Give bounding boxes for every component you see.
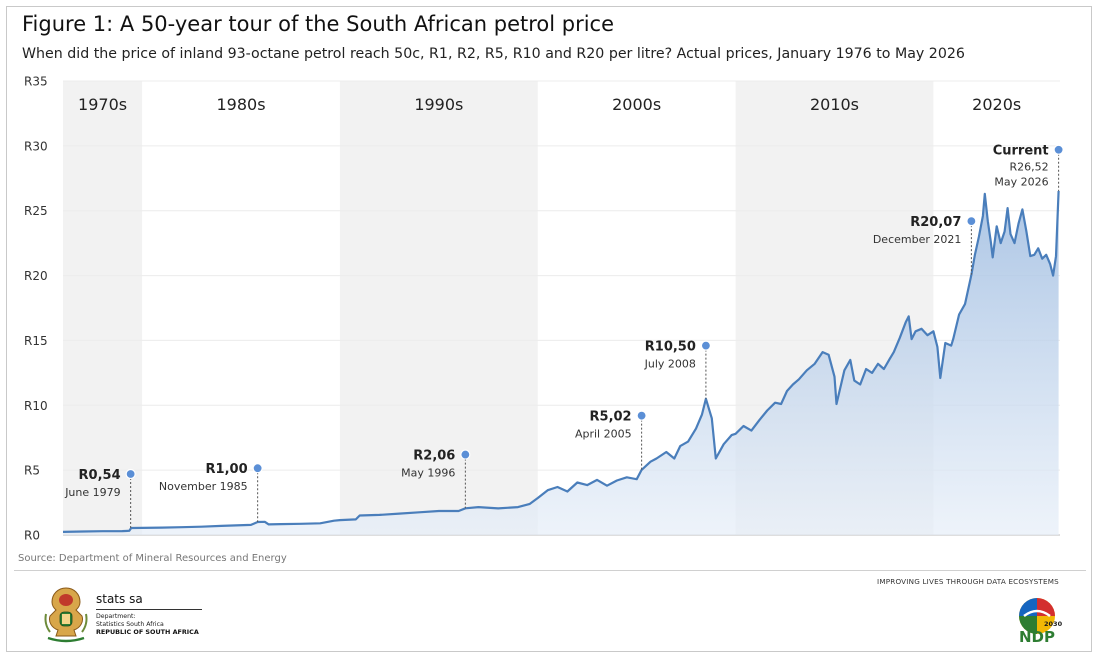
annotation-date: May 1996 bbox=[401, 467, 455, 480]
annotation-price: R26,52 bbox=[1009, 161, 1048, 174]
ndp-text: NDP bbox=[1019, 628, 1055, 644]
annotation-value: R2,06 bbox=[413, 449, 455, 464]
annotation-marker bbox=[1053, 144, 1064, 155]
annotation-date: December 2021 bbox=[873, 233, 962, 246]
annotation-date: April 2005 bbox=[575, 428, 632, 441]
annotation-1: R1,00 November 1985 bbox=[159, 462, 263, 523]
annotation-value: R5,02 bbox=[590, 410, 632, 425]
price-area-fill bbox=[63, 191, 1059, 535]
annotation-marker bbox=[460, 449, 471, 460]
annotation-value: R10,50 bbox=[645, 340, 696, 355]
annotation-marker bbox=[125, 468, 136, 480]
footer-divider bbox=[14, 570, 1086, 571]
brand-divider bbox=[96, 609, 202, 610]
annotation-date: May 2026 bbox=[994, 176, 1048, 189]
annotation-value: R20,07 bbox=[910, 215, 961, 230]
y-tick-label: R30 bbox=[24, 139, 48, 153]
annotation-marker bbox=[636, 410, 647, 421]
brand-dept-line2: Statistics South Africa bbox=[96, 620, 164, 628]
annotation-value: Current bbox=[993, 144, 1049, 159]
annotation-date: November 1985 bbox=[159, 480, 248, 493]
annotation-4: R10,50 July 2008 bbox=[644, 340, 712, 399]
decade-band-1990s bbox=[339, 81, 538, 535]
y-tick-label: R15 bbox=[24, 334, 48, 348]
price-line bbox=[62, 190, 1060, 533]
brand-dept-line1: Department: bbox=[96, 613, 136, 620]
decade-label: 1990s bbox=[414, 95, 463, 114]
annotation-value: R1,00 bbox=[206, 462, 248, 477]
annotation-marker bbox=[700, 340, 712, 351]
annotation-6: Current R26,52 May 2026 bbox=[993, 144, 1064, 191]
decade-label: 1980s bbox=[217, 95, 266, 114]
annotation-2: R2,06 May 1996 bbox=[401, 449, 471, 509]
chart-subtitle: When did the price of inland 93-octane p… bbox=[22, 46, 965, 62]
decade-label: 2000s bbox=[612, 95, 661, 114]
y-tick-label: R5 bbox=[24, 464, 40, 478]
annotation-marker bbox=[252, 463, 263, 474]
ndp-logo-icon: 2030 NDP bbox=[1019, 598, 1063, 644]
annotation-0: R0,54 June 1979 bbox=[64, 468, 136, 528]
coat-of-arms-icon bbox=[44, 587, 88, 643]
annotation-5: R20,07 December 2021 bbox=[873, 215, 977, 275]
annotation-3: R5,02 April 2005 bbox=[575, 410, 647, 470]
y-tick-label: R0 bbox=[24, 529, 40, 543]
annotation-value: R0,54 bbox=[79, 468, 121, 483]
brand-country: REPUBLIC OF SOUTH AFRICA bbox=[96, 628, 199, 636]
y-tick-label: R20 bbox=[24, 269, 48, 283]
y-tick-label: R25 bbox=[24, 204, 48, 218]
brand-name: stats sa bbox=[96, 592, 143, 606]
ndp-year: 2030 bbox=[1044, 620, 1063, 628]
decade-label: 1970s bbox=[78, 95, 127, 114]
decade-label: 2010s bbox=[810, 95, 859, 114]
decade-label: 2020s bbox=[972, 95, 1021, 114]
annotation-marker bbox=[966, 215, 977, 227]
decade-band-1970s bbox=[63, 81, 143, 535]
y-tick-label: R10 bbox=[24, 399, 48, 413]
chart-title: Figure 1: A 50-year tour of the South Af… bbox=[22, 12, 615, 36]
tagline: IMPROVING LIVES THROUGH DATA ECOSYSTEMS bbox=[877, 577, 1059, 586]
source-note: Source: Department of Mineral Resources … bbox=[18, 553, 287, 564]
annotation-date: July 2008 bbox=[644, 358, 696, 371]
y-tick-label: R35 bbox=[24, 75, 48, 89]
brand-department: Department: Statistics South Africa bbox=[96, 613, 164, 628]
petrol-price-chart: R0 R5 R10 R15 R20 R25 R30 R35 1970s 1980s 1990s 20… bbox=[24, 75, 1064, 543]
annotation-date: June 1979 bbox=[64, 486, 120, 499]
